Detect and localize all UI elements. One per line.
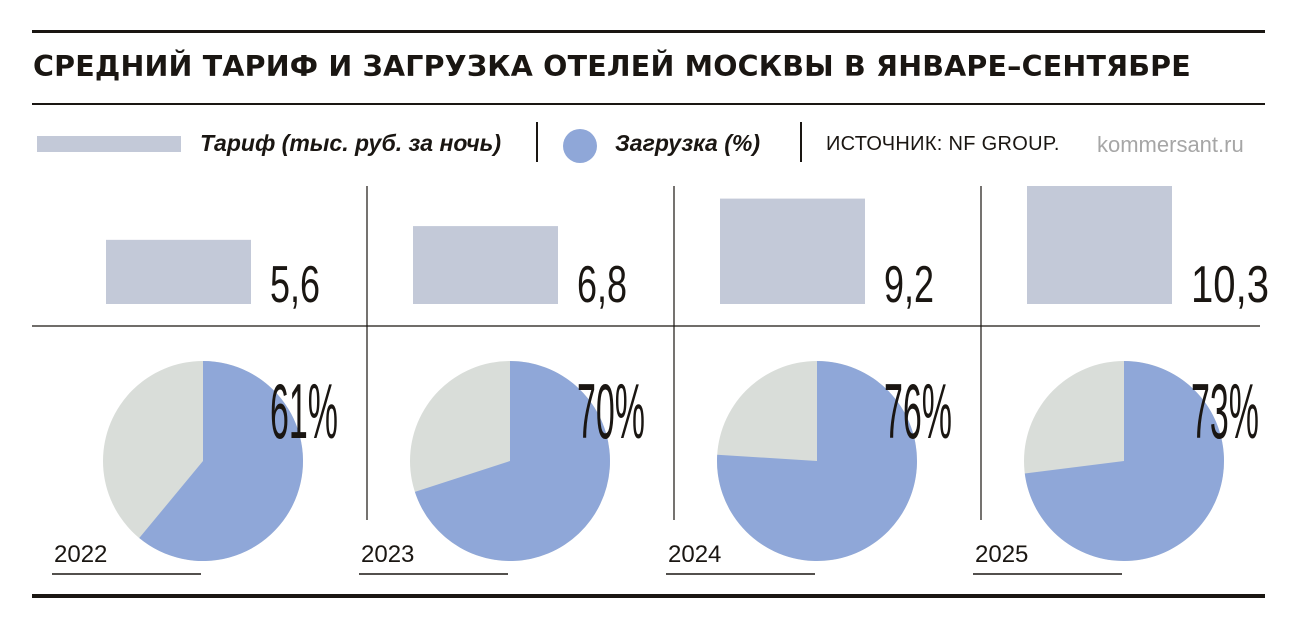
load-value-label: 70% [577,367,645,455]
load-value-label: 61% [270,367,338,455]
chart-title: СРЕДНИЙ ТАРИФ И ЗАГРУЗКА ОТЕЛЕЙ МОСКВЫ В… [33,50,1191,83]
brand-label: kommersant.ru [1097,132,1244,157]
year-label: 2022 [54,541,107,568]
legend: Тариф (тыс. руб. за ночь) Загрузка (%) И… [0,120,1296,164]
top-rule [32,30,1265,33]
year-label: 2024 [668,541,721,568]
source-note: ИСТОЧНИК: NF GROUP. [826,133,1060,155]
tariff-value-label: 5,6 [270,256,320,314]
load-pie-slice [717,361,918,562]
load-legend-swatch [563,129,597,163]
tariff-bar [1027,186,1172,304]
load-pie-slice [139,361,304,561]
tariff-value-label: 9,2 [884,256,934,314]
load-pie-slice [1024,361,1225,561]
title-underline-rule [32,103,1265,105]
tariff-legend-swatch [37,136,181,152]
load-value-label: 73% [1191,367,1259,455]
year-label: 2025 [975,541,1028,568]
tariff-value-label: 10,3 [1191,256,1269,314]
year-label: 2023 [361,541,414,568]
bottom-rule [32,594,1265,598]
load-legend-label: Загрузка (%) [615,130,760,156]
tariff-value-label: 6,8 [577,256,627,314]
tariff-bar [413,226,558,304]
load-value-label: 76% [884,367,952,455]
tariff-bar [106,239,251,304]
load-pie-slice [414,361,610,561]
legend-separator [536,122,538,162]
tariff-bar [720,198,865,304]
tariff-legend-label: Тариф (тыс. руб. за ночь) [200,130,501,156]
legend-separator [800,122,802,162]
